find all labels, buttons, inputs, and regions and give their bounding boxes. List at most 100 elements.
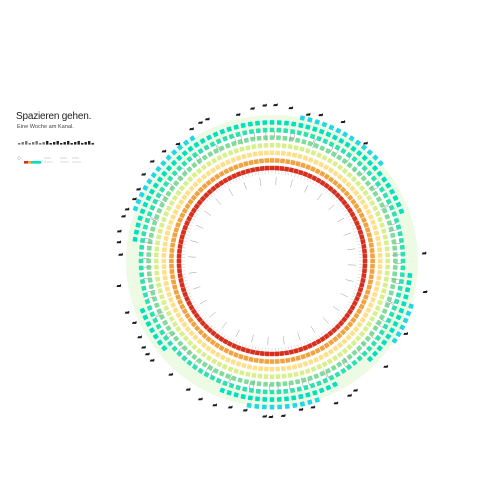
heatmap-cell	[383, 276, 389, 282]
heatmap-cell	[385, 198, 392, 205]
heatmap-cell	[156, 176, 163, 183]
annotation-mark	[176, 174, 184, 181]
heatmap-cell	[356, 150, 363, 157]
walker-icon	[149, 159, 155, 163]
heatmap-cell	[375, 181, 381, 187]
heatmap-cell	[254, 166, 260, 172]
heatmap-cell	[291, 364, 298, 370]
heatmap-cell	[161, 247, 167, 253]
tick-mark	[300, 175, 302, 179]
heatmap-cell	[375, 335, 381, 341]
walker-icon	[280, 413, 286, 417]
heatmap-cell	[170, 242, 176, 248]
heatmap-cell	[347, 308, 353, 315]
heatmap-cell	[323, 333, 330, 340]
heatmap-cell	[295, 161, 301, 167]
heatmap-cell	[360, 175, 367, 182]
heatmap-cell	[403, 294, 409, 300]
legend-silhouette	[28, 143, 31, 145]
heatmap-cell	[213, 368, 219, 374]
annotation-mark	[340, 293, 349, 298]
heatmap-cell	[196, 316, 203, 323]
heatmap-cell	[243, 137, 249, 143]
heatmap-cell	[356, 207, 363, 214]
tick-mark	[201, 204, 205, 207]
heatmap-cell	[247, 395, 253, 401]
heatmap-cell	[334, 323, 341, 330]
annotation-mark	[215, 143, 219, 151]
heatmap-cell	[378, 329, 385, 336]
heatmap-cell	[365, 307, 372, 314]
tick-mark	[251, 345, 253, 349]
heatmap-cell	[283, 388, 289, 394]
annotation-mark	[369, 335, 376, 340]
annotation-mark	[388, 301, 395, 304]
heatmap-cell	[200, 342, 207, 349]
heatmap-cell	[176, 253, 182, 259]
heatmap-cell	[177, 273, 183, 279]
tick-mark	[205, 320, 209, 323]
heatmap-cell	[199, 138, 206, 144]
heatmap-cell	[252, 151, 258, 157]
chart-subtitle: Eine Woche am Kanal.	[17, 124, 74, 130]
heatmap-cell	[163, 305, 170, 311]
heatmap-cell	[361, 144, 368, 151]
heatmap-cell	[262, 127, 268, 133]
heatmap-cell	[186, 166, 193, 173]
heatmap-cell	[243, 161, 249, 167]
heatmap-cell	[326, 358, 333, 365]
tick-mark	[352, 227, 356, 230]
walker-icon	[363, 141, 368, 145]
heatmap-cell	[384, 302, 390, 309]
heatmap-cell	[375, 196, 382, 203]
annotation-mark	[307, 378, 310, 386]
heatmap-cell	[176, 165, 183, 172]
heatmap-cell	[374, 305, 381, 311]
tick-mark	[297, 174, 299, 178]
heatmap-cell	[276, 120, 282, 125]
heatmap-cell	[176, 154, 183, 162]
walker-icon	[124, 207, 130, 211]
heatmap-cell	[209, 374, 216, 381]
heatmap-cell	[285, 159, 291, 165]
tick-mark	[203, 202, 207, 205]
heatmap-cell	[319, 336, 326, 342]
heatmap-cell	[188, 330, 195, 337]
heatmap-cell	[262, 397, 268, 402]
heatmap-cell	[359, 316, 366, 323]
heatmap-cell	[163, 181, 169, 187]
heatmap-cell	[139, 208, 146, 215]
heatmap-cell	[275, 374, 281, 380]
tick-mark	[255, 346, 257, 350]
chart-title: Spazieren gehen.	[16, 111, 92, 122]
heatmap-cell	[219, 354, 226, 361]
heatmap-cell	[157, 288, 163, 294]
heatmap-cell	[223, 347, 230, 354]
heatmap-cell	[231, 375, 237, 382]
heatmap-cell	[181, 321, 188, 328]
annotation-mark	[328, 204, 335, 211]
legend-silhouette	[35, 141, 38, 145]
heatmap-cell	[269, 165, 275, 171]
heatmap-cell	[398, 237, 404, 244]
heatmap-cell	[177, 340, 184, 347]
heatmap-cell	[149, 327, 155, 334]
heatmap-cell	[242, 130, 248, 136]
heatmap-cell	[168, 296, 174, 303]
heatmap-cell	[377, 247, 383, 253]
heatmap-cell	[384, 270, 390, 276]
heatmap-cell	[259, 351, 265, 356]
heatmap-cell	[349, 330, 356, 337]
heatmap-cell	[332, 160, 339, 167]
heatmap-cell	[218, 145, 225, 152]
heatmap-cell	[222, 152, 228, 159]
heatmap-cell	[155, 192, 162, 199]
heatmap-cell	[310, 366, 317, 372]
heatmap-cell	[191, 353, 198, 360]
annotation-mark	[210, 369, 215, 376]
heatmap-cell	[298, 122, 304, 129]
heatmap-cell	[286, 365, 292, 371]
annotation-mark	[332, 306, 340, 312]
heatmap-cell	[359, 234, 365, 240]
heatmap-cell	[170, 302, 176, 308]
